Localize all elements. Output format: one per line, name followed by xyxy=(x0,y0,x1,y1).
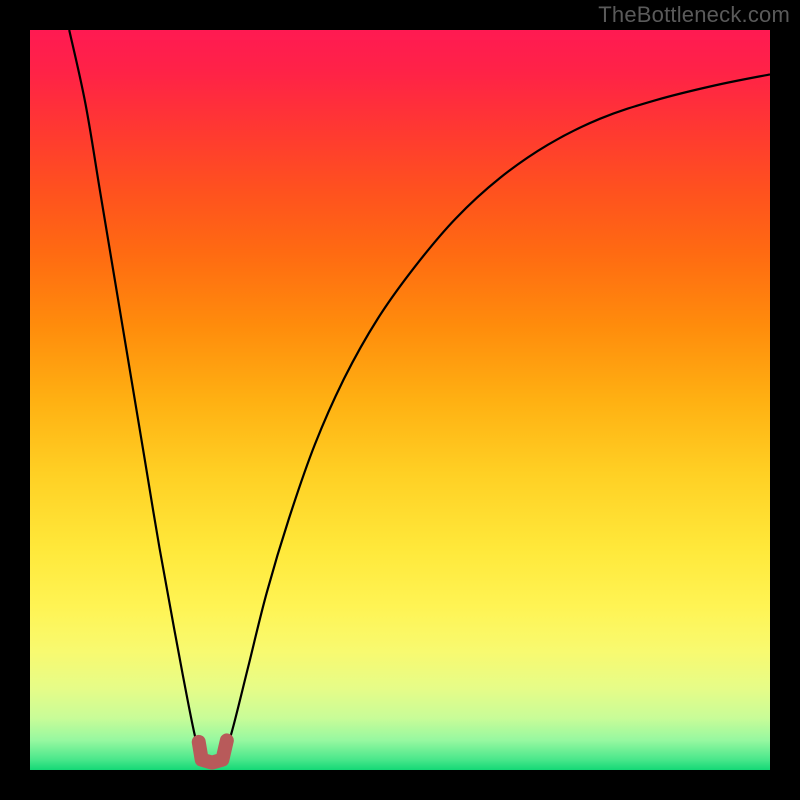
chart-container: TheBottleneck.com xyxy=(0,0,800,800)
bottleneck-chart xyxy=(0,0,800,800)
watermark-text: TheBottleneck.com xyxy=(598,2,790,28)
plot-gradient-background xyxy=(30,30,770,770)
